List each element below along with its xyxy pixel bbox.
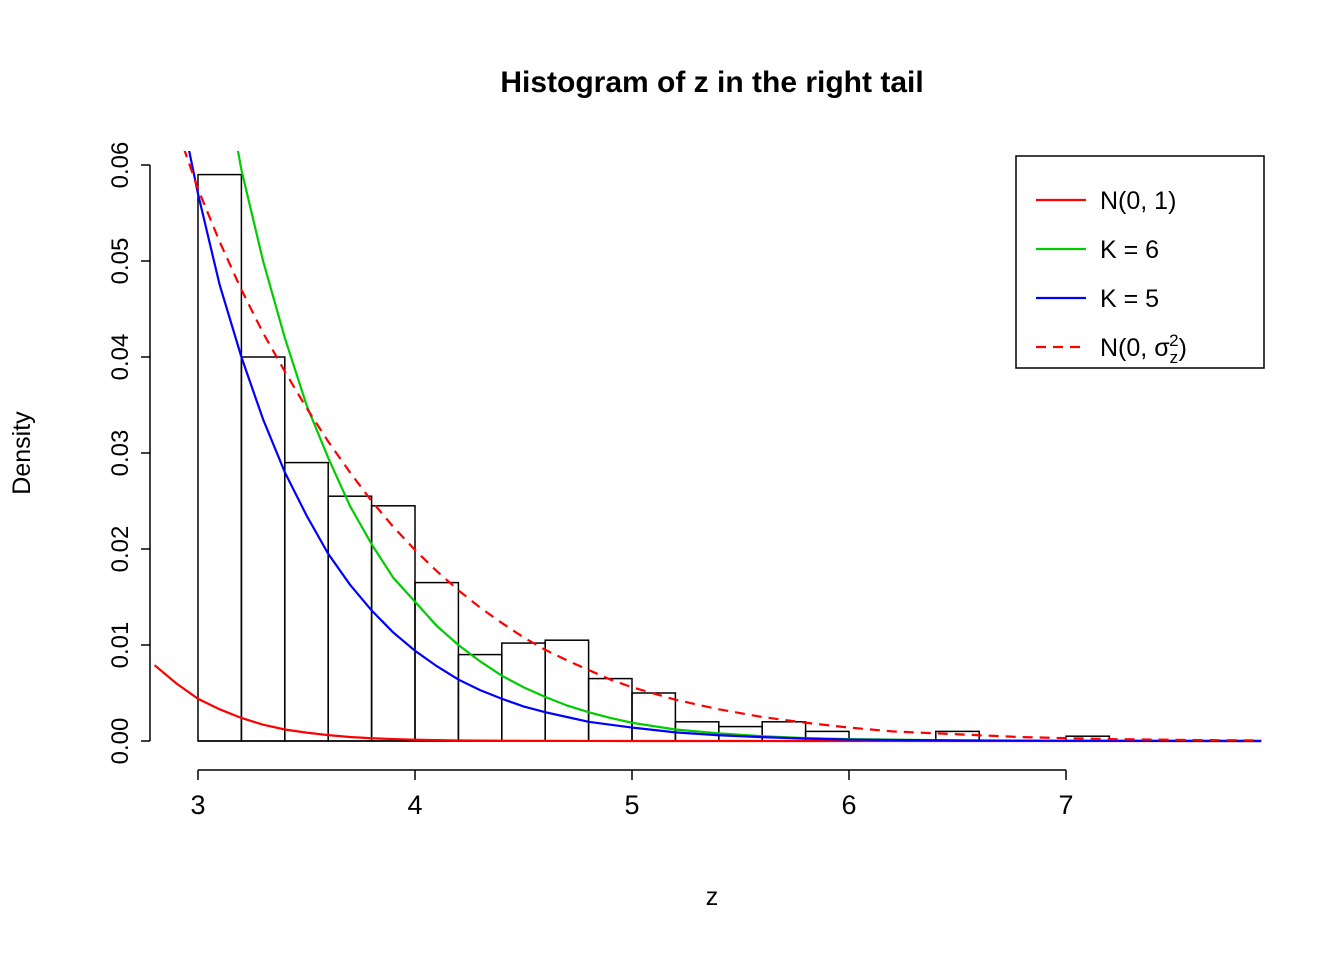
histogram-bar (197, 173, 243, 742)
y-axis: 0.00 0.01 0.02 0.03 0.04 0.05 0.06 (107, 142, 151, 765)
curve-n0sigma (183, 151, 1262, 742)
histogram-bar (631, 692, 677, 742)
x-tick-label: 3 (190, 790, 205, 820)
y-tick-label: 0.01 (107, 622, 134, 669)
curves (153, 151, 1262, 743)
legend-label: K = 5 (1100, 285, 1159, 313)
x-axis: 3 4 5 6 7 (190, 769, 1074, 820)
legend-box (1015, 155, 1265, 369)
y-tick-label: 0.06 (107, 142, 134, 189)
histogram-bar (457, 653, 503, 742)
legend-label: N(0, 1) (1100, 187, 1176, 215)
histogram-bar (544, 639, 590, 742)
x-tick-label: 5 (624, 790, 639, 820)
x-tick-label: 6 (841, 790, 856, 820)
x-tick-label: 4 (407, 790, 422, 820)
histogram-bar (587, 677, 633, 742)
histogram-bar (501, 642, 546, 742)
curve-k5 (188, 151, 1262, 743)
histogram-bar (370, 505, 416, 742)
chart-title: Histogram of z in the right tail (500, 66, 923, 99)
y-tick-label: 0.00 (107, 718, 134, 765)
curve-k6 (236, 151, 1262, 743)
y-tick-label: 0.03 (107, 430, 134, 477)
legend-label: N(0, σz2) (1100, 331, 1187, 367)
x-tick-label: 7 (1058, 790, 1073, 820)
histogram-bar (284, 461, 329, 742)
histogram-bar (240, 356, 286, 742)
y-tick-label: 0.05 (107, 238, 134, 285)
curve-n01 (153, 664, 1262, 743)
y-tick-label: 0.02 (107, 526, 134, 573)
y-tick-label: 0.04 (107, 334, 134, 381)
legend: N(0, 1) K = 6 K = 5 N(0, σz2) (1015, 155, 1265, 369)
x-axis-label: z (706, 883, 719, 911)
histogram-bars (197, 173, 1111, 742)
legend-label: K = 6 (1100, 236, 1159, 264)
histogram-bar (414, 581, 460, 742)
y-axis-label: Density (8, 411, 36, 495)
